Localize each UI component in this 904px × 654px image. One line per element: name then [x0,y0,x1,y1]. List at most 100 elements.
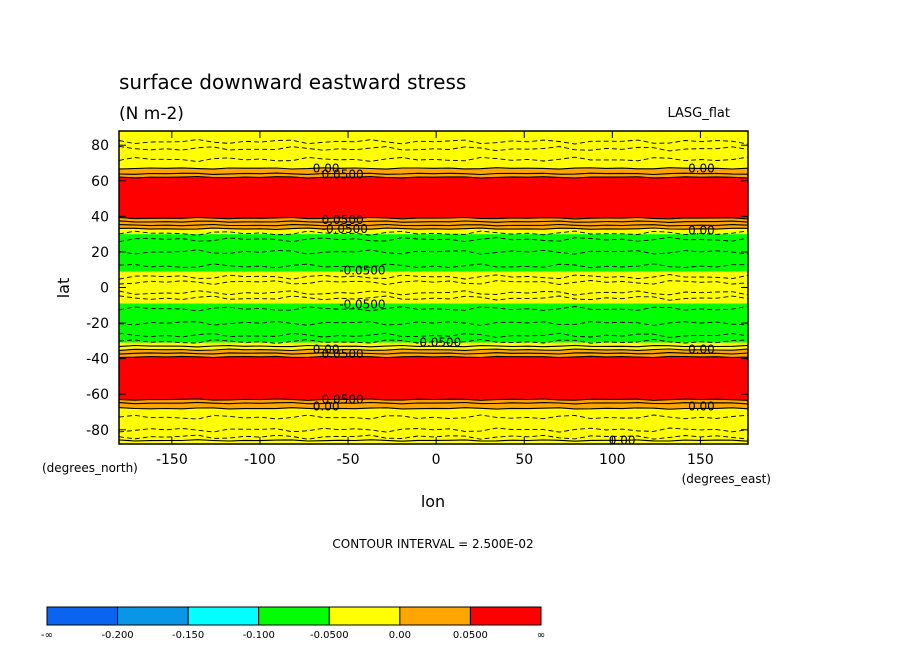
x-tick-label-1: -100 [244,452,276,468]
colorbar-swatch-3 [258,606,330,626]
contour-label-6: -0.0500 [339,264,385,278]
contour-labels: 0.000.0500 0.000.0500-0.0500 0.00-0.0500-0… [313,161,715,447]
contour-solid-13 [118,407,749,410]
contour-solid-14 [118,439,749,442]
contour-lines [118,139,749,442]
contour-dashed-17 [118,434,749,440]
contour-label-9: 0.00 [313,343,340,357]
band-11 [119,399,748,409]
contour-solid-8 [118,348,749,352]
band-6 [119,271,748,304]
contour-solid-3 [118,216,749,220]
contour-dashed-7 [118,280,749,286]
contour-solid-0 [118,167,749,170]
contour-label-7: -0.0500 [339,297,385,311]
contour-dashed-10 [118,305,749,312]
contour-label-0: 0.00 [313,161,340,175]
chart-title: surface downward eastward stress [119,70,466,94]
x-tick-label-3: 0 [432,452,441,468]
contour-label-13: 0.00 [313,400,340,414]
y-tick-label-6: 40 [91,209,109,225]
contour-solid-11 [118,398,749,401]
contour-solid-9 [118,352,749,355]
colorbar-swatch-5 [399,606,471,626]
x-tick-label-5: 100 [599,452,626,468]
contour-label-5: 0.00 [688,224,715,238]
x-tick-label-2: -50 [337,452,360,468]
contour-solid-5 [118,223,749,227]
contour-solid-1 [118,172,749,176]
contour-label-8: -0.0500 [415,336,461,350]
y-tick-label-0: -80 [86,423,109,439]
y-tick-label-5: 20 [91,245,109,261]
y-axis-label: lat [54,278,73,299]
contour-dashed-3 [118,236,749,243]
contour-label-10: 0.0500 [322,347,364,361]
contour-solid-7 [118,344,749,348]
dataset-tag: LASG_flat [667,106,730,121]
x-tick-label-0: -150 [156,452,188,468]
contour-dashed-1 [118,145,749,152]
band-2 [119,177,748,219]
contour-label-3: 0.0500 [322,213,364,227]
contour-label-14: 0.00 [688,400,715,414]
band-3 [119,218,748,229]
band-1 [119,168,748,178]
y-axis-units: (degrees_north) [42,461,138,475]
colorbar-swatch-6 [469,606,542,626]
contour-dashed-2 [118,156,749,163]
contour-dashed-8 [118,290,749,296]
contour-dashed-16 [118,427,749,433]
colorbar-swatch-4 [328,606,401,626]
contour-label-4: -0.0500 [322,222,368,236]
chart-units: (N m-2) [119,104,184,124]
colorbar-swatch-2 [187,606,260,626]
contour-solid-12 [118,401,749,405]
band-10 [119,356,748,400]
colorbar-label-4: -0.0500 [310,630,349,641]
y-tick-label-8: 80 [91,138,109,154]
x-axis-label: lon [421,492,445,511]
colorbar-swatch-1 [117,606,189,626]
contour-label-2: 0.00 [688,161,715,175]
colorbar: -∞ -0.200 -0.150 -0.100 -0.0500 0.00 0.0500 ∞ [41,606,545,641]
x-axis-units: (degrees_east) [682,472,771,486]
contour-solid-6 [118,227,748,230]
colorbar-label-2: -0.150 [172,630,204,641]
y-axis-ticks: -80 -60 -40 -20 0 20 40 60 80 [86,138,748,439]
contour-dashed-0 [118,139,749,145]
contour-label-11: 0.00 [688,343,715,357]
x-tick-label-4: 50 [515,452,533,468]
contour-solid-10 [118,355,749,359]
colorbar-label-5: 0.00 [389,630,411,641]
contour-label-1: 0.0500 [322,168,364,182]
colorbar-swatch-0 [46,606,119,626]
y-tick-label-2: -40 [86,352,109,368]
contour-solid-4 [118,220,749,223]
contour-dashed-11 [118,320,749,326]
contour-dashed-5 [118,263,748,269]
contour-dashed-4 [118,249,749,255]
contour-label-12: 0.0500 [322,393,364,407]
contour-dashed-6 [118,274,749,280]
colorbar-label-3: -0.100 [243,630,275,641]
contour-dashed-15 [118,414,749,420]
contour-dashed-13 [118,230,749,236]
colorbar-label-7: ∞ [537,630,545,641]
contour-dashed-12 [118,332,749,338]
x-axis-ticks: -150 -100 -50 0 50 100 150 [156,131,714,468]
x-tick-label-6: 150 [687,452,714,468]
band-0 [119,131,748,169]
y-tick-label-1: -60 [86,387,109,403]
y-tick-label-4: 0 [100,281,109,297]
y-tick-label-7: 60 [91,174,109,190]
band-4 [119,228,748,235]
contour-interval-note: CONTOUR INTERVAL = 2.500E-02 [332,537,533,551]
colorbar-label-1: -0.200 [101,630,133,641]
contour-dashed-9 [118,295,749,301]
colorbar-label-6: 0.0500 [453,630,488,641]
contour-dashed-14 [118,338,749,344]
y-tick-label-3: -20 [86,316,109,332]
colorbar-label-0: -∞ [41,630,53,641]
